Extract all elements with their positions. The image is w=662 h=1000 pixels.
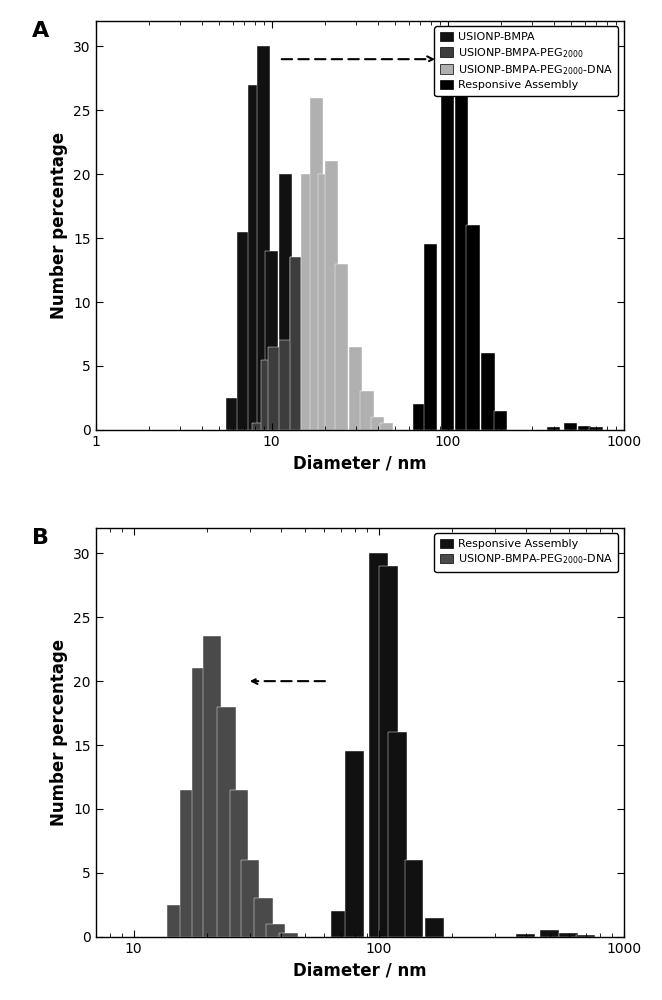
Bar <box>563 423 577 430</box>
Bar <box>291 257 304 430</box>
Bar <box>261 360 274 430</box>
Bar <box>257 46 270 430</box>
Bar <box>481 353 495 430</box>
Text: B: B <box>32 528 49 548</box>
Bar <box>230 790 248 937</box>
Bar <box>266 924 285 937</box>
Bar <box>226 398 239 430</box>
Bar <box>379 566 398 937</box>
Bar <box>349 347 362 430</box>
Bar <box>413 404 427 430</box>
Bar <box>279 174 292 430</box>
Bar <box>455 59 468 430</box>
Bar <box>203 636 222 937</box>
Bar <box>540 930 559 937</box>
Bar <box>301 257 314 430</box>
Legend: USIONP-BMPA, USIONP-BMPA-PEG$_{2000}$, USIONP-BMPA-PEG$_{2000}$-DNA, Responsive : USIONP-BMPA, USIONP-BMPA-PEG$_{2000}$, U… <box>434 26 618 96</box>
Bar <box>248 85 261 430</box>
Bar <box>547 427 560 430</box>
Bar <box>268 347 282 430</box>
Bar <box>345 751 364 937</box>
Bar <box>441 46 454 430</box>
Bar <box>559 933 578 937</box>
Bar <box>279 340 292 430</box>
Bar <box>369 553 387 937</box>
Bar <box>301 174 314 430</box>
Bar <box>424 244 437 430</box>
Bar <box>238 232 251 430</box>
Bar <box>577 426 591 430</box>
Bar <box>301 257 314 430</box>
Bar <box>379 423 393 430</box>
Bar <box>331 911 350 937</box>
Bar <box>310 98 323 430</box>
X-axis label: Diameter / nm: Diameter / nm <box>293 961 426 979</box>
Bar <box>318 174 331 430</box>
Bar <box>494 411 507 430</box>
Bar <box>279 933 298 937</box>
X-axis label: Diameter / nm: Diameter / nm <box>293 454 426 472</box>
Bar <box>325 161 338 430</box>
Bar <box>466 225 480 430</box>
Y-axis label: Number percentage: Number percentage <box>50 132 68 319</box>
Bar <box>371 417 384 430</box>
Bar <box>192 668 211 937</box>
Bar <box>516 934 535 937</box>
Bar <box>425 918 444 937</box>
Bar <box>241 860 260 937</box>
Text: A: A <box>32 21 50 41</box>
Bar <box>265 251 278 430</box>
Legend: Responsive Assembly, USIONP-BMPA-PEG$_{2000}$-DNA: Responsive Assembly, USIONP-BMPA-PEG$_{2… <box>434 533 618 572</box>
Bar <box>388 732 407 937</box>
Bar <box>589 427 603 430</box>
Bar <box>180 790 199 937</box>
Bar <box>254 898 273 937</box>
Bar <box>335 264 348 430</box>
Y-axis label: Number percentage: Number percentage <box>50 639 68 826</box>
Bar <box>576 935 594 937</box>
Bar <box>252 423 265 430</box>
Bar <box>404 860 423 937</box>
Bar <box>291 257 304 430</box>
Bar <box>217 707 236 937</box>
Bar <box>167 905 185 937</box>
Bar <box>360 391 374 430</box>
